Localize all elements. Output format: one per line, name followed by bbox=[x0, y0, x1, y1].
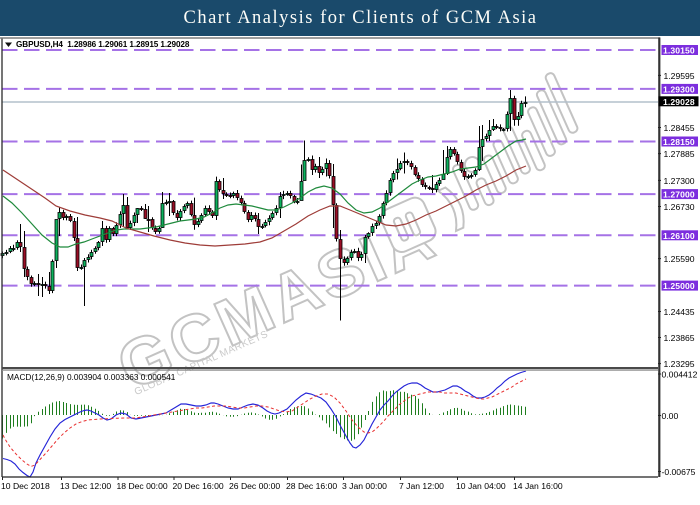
svg-text:28 Dec 16:00: 28 Dec 16:00 bbox=[286, 481, 337, 491]
svg-text:1.30150: 1.30150 bbox=[663, 46, 695, 56]
svg-text:1.29300: 1.29300 bbox=[663, 85, 695, 95]
svg-text:13 Dec 12:00: 13 Dec 12:00 bbox=[60, 481, 111, 491]
svg-text:14 Jan 16:00: 14 Jan 16:00 bbox=[513, 481, 563, 491]
svg-text:1.27300: 1.27300 bbox=[664, 176, 695, 186]
svg-text:20 Dec 16:00: 20 Dec 16:00 bbox=[173, 481, 224, 491]
svg-text:3 Jan 00:00: 3 Jan 00:00 bbox=[342, 481, 387, 491]
svg-text:18 Dec 00:00: 18 Dec 00:00 bbox=[117, 481, 168, 491]
svg-text:0.004412: 0.004412 bbox=[662, 370, 698, 380]
svg-text:1.23295: 1.23295 bbox=[664, 359, 695, 369]
svg-text:-0.00675: -0.00675 bbox=[662, 467, 696, 477]
svg-text:1.27000: 1.27000 bbox=[663, 190, 695, 200]
svg-text:10 Dec 2018: 10 Dec 2018 bbox=[1, 481, 50, 491]
svg-text:MACD(12,26,9) 0.003904 0.00336: MACD(12,26,9) 0.003904 0.003363 0.000541 bbox=[7, 372, 176, 382]
svg-text:0.00: 0.00 bbox=[662, 411, 679, 421]
svg-text:1.28455: 1.28455 bbox=[664, 123, 695, 133]
svg-text:1.28150: 1.28150 bbox=[663, 137, 695, 147]
svg-text:1.27885: 1.27885 bbox=[664, 149, 695, 159]
svg-text:1.29028: 1.29028 bbox=[663, 97, 695, 107]
svg-text:10 Jan 04:00: 10 Jan 04:00 bbox=[456, 481, 506, 491]
svg-text:1.26100: 1.26100 bbox=[663, 231, 695, 241]
svg-text:7 Jan 12:00: 7 Jan 12:00 bbox=[399, 481, 444, 491]
svg-text:1.25000: 1.25000 bbox=[663, 281, 695, 291]
svg-text:1.24435: 1.24435 bbox=[664, 307, 695, 317]
svg-text:GBPUSD,H4 1.28986 1.29061 1.2: GBPUSD,H4 1.28986 1.29061 1.28915 1.2902… bbox=[16, 40, 190, 49]
svg-text:1.26730: 1.26730 bbox=[664, 202, 695, 212]
svg-text:1.25590: 1.25590 bbox=[664, 254, 695, 264]
svg-text:1.23865: 1.23865 bbox=[664, 333, 695, 343]
svg-text:1.29595: 1.29595 bbox=[664, 71, 695, 81]
svg-text:26 Dec 00:00: 26 Dec 00:00 bbox=[229, 481, 280, 491]
